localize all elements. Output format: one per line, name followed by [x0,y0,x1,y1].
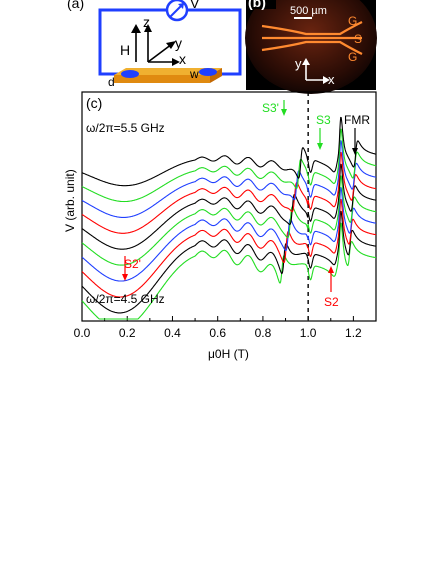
y-axis-icon [147,43,173,63]
svg-text:S2: S2 [324,295,339,309]
plot-frame [81,91,377,322]
x-ticks: 0.0 0.2 0.4 0.6 0.8 1.0 1.2 [74,316,377,340]
panel-b: 500 µm G S G y x (b) [245,0,377,94]
x-tick-label: 0.4 [164,326,181,340]
contact-s: S [354,32,362,46]
y-axis-title: V (arb. unit) [63,169,77,232]
right-contact [199,68,217,76]
field-label: H [120,42,130,58]
spectra-group [81,116,377,320]
b-x-label: x [328,72,335,87]
annotation-s3p: S3' [262,100,287,116]
annotation-s3: S3 [316,113,331,150]
scale-bar-label: 500 µm [290,5,327,17]
x-tick-label: 1.0 [300,326,317,340]
left-contact [121,70,139,78]
thickness-label: d [108,75,115,89]
micrograph-field [245,0,377,94]
voltmeter-label: V [190,0,200,11]
y-axis-label: y [175,35,182,51]
sample-top-face [114,68,222,75]
spectrum-line-8 [81,128,377,203]
svg-text:FMR: FMR [344,113,370,127]
spectrum-line-9 [81,116,377,187]
svg-text:S2': S2' [124,257,141,271]
spectrum-line-3 [81,186,377,282]
spectrum-line-7 [81,140,377,218]
panel-a-label: (a) [67,0,84,11]
spectrum-line-6 [81,151,377,234]
spectrum-line-0 [81,222,376,320]
annotation-s2: S2 [324,266,339,309]
spectrum-line-2 [81,198,377,298]
x-tick-label: 1.2 [345,326,362,340]
annotation-s2p: S2' [122,256,141,281]
svg-text:S3': S3' [262,101,279,115]
b-y-label: y [295,56,302,71]
contact-g-top: G [348,14,357,28]
x-axis-label: x [179,51,186,67]
panel-c: (c) 0.0 0.2 0.4 0.6 0.8 1.0 1.2 ω/2π=5.5 GHz ω… [63,91,377,361]
z-axis-label: z [143,14,150,30]
panel-c-label: (c) [86,95,102,111]
panel-a: (a) V H z x y w d [67,0,242,89]
x-tick-label: 0.2 [119,326,136,340]
spectrum-line-5 [81,163,377,250]
x-tick-label: 0.8 [255,326,272,340]
svg-text:S3: S3 [316,113,331,127]
top-frequency-label: ω/2π=5.5 GHz [86,121,165,135]
sample-front-face [114,75,210,83]
x-tick-label: 0.6 [209,326,226,340]
x-tick-label: 0.0 [74,326,91,340]
annotation-fmr: FMR [344,113,370,155]
spectrum-line-1 [81,210,377,314]
panel-b-label: (b) [248,0,266,10]
x-axis-title: μ0H (T) [208,347,249,361]
width-label: w [189,67,199,81]
contact-g-bottom: G [348,50,357,64]
bottom-frequency-label: ω/2π=4.5 GHz [86,292,165,306]
spectrum-line-4 [81,175,377,266]
waveguide [261,21,363,55]
